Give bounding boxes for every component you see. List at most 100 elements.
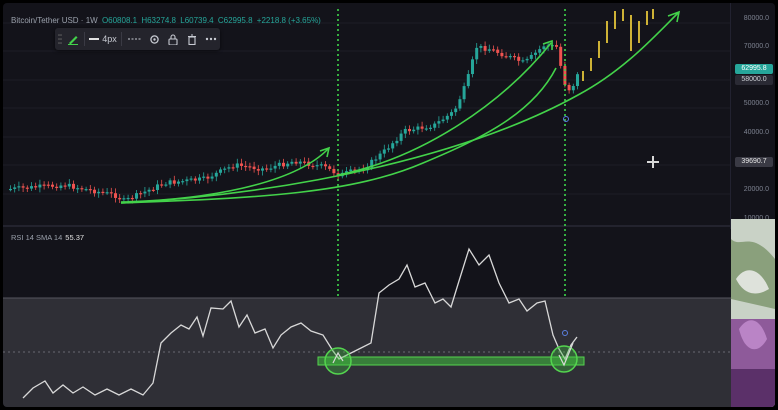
arrow-head-top (542, 39, 553, 50)
rsi-legend[interactable]: RSI 14 SMA 14 55.37 (11, 233, 84, 242)
candle-body (504, 56, 508, 58)
candle-body (525, 58, 529, 61)
lock-icon[interactable] (164, 28, 183, 50)
ohlc-change: +2218.8 (+3.65%) (256, 16, 321, 25)
arrow-head-right (667, 10, 681, 23)
trend-curve-top (337, 42, 552, 176)
candle-body (290, 161, 294, 164)
trend-curves[interactable] (120, 12, 679, 204)
webcam-image (731, 219, 775, 407)
candle-body (294, 161, 298, 164)
chart-canvas[interactable] (3, 3, 775, 407)
price-tick: 80000.0 (743, 15, 769, 22)
candle-body (282, 162, 285, 167)
trash-icon[interactable] (183, 28, 202, 50)
candle-body (198, 177, 201, 181)
candle-body (374, 159, 378, 161)
pencil-icon[interactable] (64, 28, 81, 50)
candle-body (517, 56, 521, 61)
candle-body (445, 115, 449, 120)
candle-body (555, 45, 558, 47)
settings-gear-icon[interactable] (145, 28, 164, 50)
candle-body (408, 128, 411, 132)
price-axis[interactable]: 80000.0 70000.0 50000.0 40000.0 20000.0 … (730, 3, 775, 229)
candle-body (55, 186, 59, 189)
candle-body (25, 187, 29, 189)
candle-body (118, 197, 122, 200)
candle-body (51, 184, 54, 187)
candle-body (433, 123, 437, 128)
price-tick: 50000.0 (743, 100, 769, 107)
rsi-highlight-left[interactable] (324, 347, 352, 375)
candle-body (109, 192, 113, 194)
price-tick: 70000.0 (743, 43, 769, 50)
rsi-line (22, 247, 578, 399)
candle-body (59, 185, 63, 189)
candle-body (210, 176, 214, 179)
candle-body (76, 188, 80, 190)
rsi-small-check-right (558, 342, 574, 367)
price-tick: 20000.0 (743, 186, 769, 193)
candle-body (370, 159, 374, 168)
rsi-support-bar[interactable] (317, 356, 585, 366)
candle-body (298, 161, 302, 164)
candle-body (303, 161, 306, 163)
rsi-value: 55.37 (65, 233, 85, 242)
rsi-overbought-band (3, 298, 731, 407)
candle-body (160, 184, 164, 186)
candle-body (483, 46, 487, 51)
candle-body (269, 168, 273, 170)
rsi-small-check (332, 351, 344, 364)
candle-body (202, 176, 206, 178)
candle-body (164, 184, 168, 186)
candle-body (130, 197, 134, 200)
candle-body (156, 184, 159, 191)
rsi-highlight-right[interactable] (550, 345, 578, 373)
candle-body (416, 126, 420, 130)
candle-body (403, 128, 407, 134)
candle-body (496, 49, 500, 53)
line-width-button[interactable]: 4px (88, 28, 118, 50)
candle-body (412, 129, 416, 132)
candle-body (13, 187, 17, 189)
candle-body (345, 171, 348, 173)
candle-body (513, 56, 516, 58)
rsi-legend-label: RSI 14 SMA 14 (11, 233, 63, 242)
candle-body (135, 193, 138, 199)
more-dots-icon[interactable] (201, 28, 220, 50)
drawing-toolbar: 4px (55, 28, 220, 50)
candle-body (151, 189, 155, 191)
candle-body (387, 148, 390, 150)
drag-handle-icon[interactable] (55, 28, 64, 50)
candle-body (256, 169, 260, 171)
candle-body (63, 185, 67, 187)
point-marker[interactable] (563, 116, 569, 122)
candle-body (34, 186, 38, 188)
candle-body (437, 121, 441, 124)
symbol-name[interactable]: Bitcoin/Tether USD · 1W (11, 16, 98, 25)
candle-body (559, 46, 563, 66)
candle-body (311, 165, 315, 168)
candle-body (9, 188, 12, 191)
line-style-icon[interactable] (125, 28, 146, 50)
candle-body (328, 166, 332, 169)
arrow-head-left (319, 146, 331, 158)
candle-body (332, 168, 336, 174)
point-marker-rsi[interactable] (562, 330, 568, 336)
candle-body (231, 167, 235, 169)
candle-body (319, 164, 323, 166)
candle-body (277, 162, 281, 166)
candle-body (122, 198, 126, 200)
candle-body (462, 86, 466, 100)
candle-body (80, 188, 84, 190)
candle-body (114, 193, 117, 198)
candle-body (235, 163, 239, 168)
candle-body (168, 180, 172, 185)
chart-window: Bitcoin/Tether USD · 1W O60808.1 H63274.… (3, 3, 775, 407)
candle-body (471, 59, 474, 75)
candle-body (382, 149, 386, 154)
candle-body (353, 169, 357, 171)
candle-body (399, 133, 403, 141)
candle-body (101, 191, 105, 194)
candle-body (30, 186, 33, 189)
